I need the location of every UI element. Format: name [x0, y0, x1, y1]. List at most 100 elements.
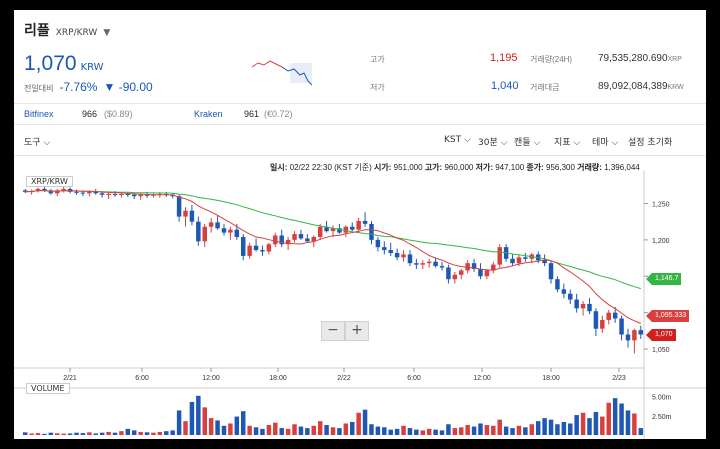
sparkline-chart [251, 60, 313, 86]
candle-body [542, 260, 547, 264]
volume-bar [478, 423, 483, 435]
candle-body [285, 239, 291, 245]
candle-body [208, 222, 214, 227]
candle-body [234, 229, 240, 237]
x-tick-label: 6:00 [135, 375, 149, 382]
candle-body [593, 311, 599, 329]
volume-bar [228, 423, 233, 435]
volume-bar [285, 428, 291, 435]
ma-short-line [25, 190, 641, 324]
volume-bar [356, 412, 361, 435]
candle-body [523, 257, 528, 259]
volume-bar [176, 410, 182, 435]
volume-bar [420, 430, 426, 435]
chevron-down-icon: ⌵ [464, 135, 471, 145]
volume-bar [555, 424, 560, 435]
stat-amount-value-row: 89,092,084,389KRW [598, 81, 684, 95]
zoom-out-button[interactable]: − [321, 321, 345, 341]
candle-body [35, 188, 41, 192]
candle-body [606, 312, 611, 320]
volume-bar [279, 428, 284, 435]
exchange-bar: Bitfinex 966 ($0.89) Kraken 961 (€0.72) [14, 103, 706, 125]
candle-body [600, 319, 605, 329]
volume-bar [426, 428, 432, 435]
volume-bar [375, 426, 381, 435]
candle-body [638, 330, 644, 335]
x-tick-label: 6:00 [407, 375, 421, 382]
chevron-down-icon[interactable]: ▼ [103, 28, 111, 38]
candle-body [420, 263, 426, 265]
candle-body [42, 188, 47, 191]
candle-body [574, 299, 579, 309]
exchange-change-kraken: (€0.72) [264, 109, 293, 119]
indicator-select[interactable]: 지표 ⌵ [554, 135, 580, 148]
volume-bar [266, 425, 272, 435]
candle-select[interactable]: 캔들 ⌵ [514, 135, 540, 148]
x-tick-label: 2/22 [337, 375, 351, 382]
candle-body [202, 226, 207, 242]
exchange-change-bitfinex: ($0.89) [104, 109, 133, 119]
volume-bar [42, 433, 47, 435]
candle-body [87, 191, 92, 194]
volume-bar [253, 427, 259, 435]
chevron-down-icon: ⌵ [500, 138, 508, 148]
volume-bar [523, 427, 528, 435]
volume-bar [234, 416, 240, 435]
volume-label: 거래량(24H) [530, 55, 573, 64]
ma-long-line [25, 190, 641, 290]
candle-body [465, 263, 470, 271]
volume-bar [394, 428, 400, 435]
volume-bar [465, 425, 470, 435]
exchange-name-kraken[interactable]: Kraken [194, 109, 223, 119]
coin-name: 리플 [24, 23, 50, 39]
amount-value: 89,092,084,389 [598, 81, 668, 92]
timezone-label: KST [444, 135, 462, 145]
candle-body [375, 239, 381, 248]
price-chart[interactable]: 1,2501,2001,1501,1001,0502/216:0012:0018… [14, 170, 706, 439]
candle-body [555, 279, 560, 290]
candle-body [471, 263, 477, 269]
volume-bar [74, 432, 79, 435]
interval-select[interactable]: 30분 ⌵ [478, 135, 507, 148]
candle-body [625, 334, 631, 341]
candle-body [138, 194, 143, 197]
coin-title[interactable]: 리플 XRP/KRW ▼ [24, 20, 110, 40]
candle-body [369, 223, 374, 240]
volume-bar [503, 426, 509, 435]
candle-body [74, 191, 79, 193]
candle-body [619, 318, 624, 335]
volume-bar [484, 425, 490, 435]
candle-body [106, 194, 111, 196]
volume-bar [568, 423, 573, 435]
volume-bar [202, 407, 207, 435]
tools-menu[interactable]: 도구 ⌵ [24, 135, 50, 148]
volume-bar [561, 421, 567, 435]
chart-pair-label: XRP/KRW [26, 176, 73, 187]
exchange-price-bitfinex: 966 [82, 109, 98, 119]
candle-body [196, 221, 201, 242]
stat-high-value-row: 1,195 [490, 52, 518, 66]
candle-body [22, 190, 28, 192]
candle-body [330, 228, 336, 232]
exchange-name-bitfinex[interactable]: Bitfinex [24, 109, 54, 119]
volume-bar [632, 413, 637, 435]
candle-body [189, 210, 195, 222]
candle-body [119, 194, 124, 196]
volume-bar [305, 428, 310, 435]
date-label: 일시: [270, 163, 288, 172]
timezone-select[interactable]: KST ⌵ [444, 135, 471, 145]
volume-tick-label: 5.00m [652, 395, 672, 402]
reset-settings-button[interactable]: 설정 초기화 [628, 138, 673, 148]
candle-body [131, 194, 137, 197]
volume-bar [189, 401, 195, 435]
zoom-in-button[interactable]: + [345, 321, 369, 341]
volume-bar [196, 395, 201, 435]
stat-volume: 거래량(24H) [530, 54, 572, 68]
volume-bar [151, 432, 156, 435]
candle-body [292, 234, 297, 240]
change-absolute: ▼ -90.00 [103, 80, 153, 94]
candle-body [273, 235, 278, 245]
toolbar-divider [14, 155, 706, 156]
theme-select[interactable]: 테마 ⌵ [592, 135, 618, 148]
ohlc-infoline: 일시: 02/22 22:30 (KST 기준) 시가: 951,000 고가:… [270, 162, 640, 173]
